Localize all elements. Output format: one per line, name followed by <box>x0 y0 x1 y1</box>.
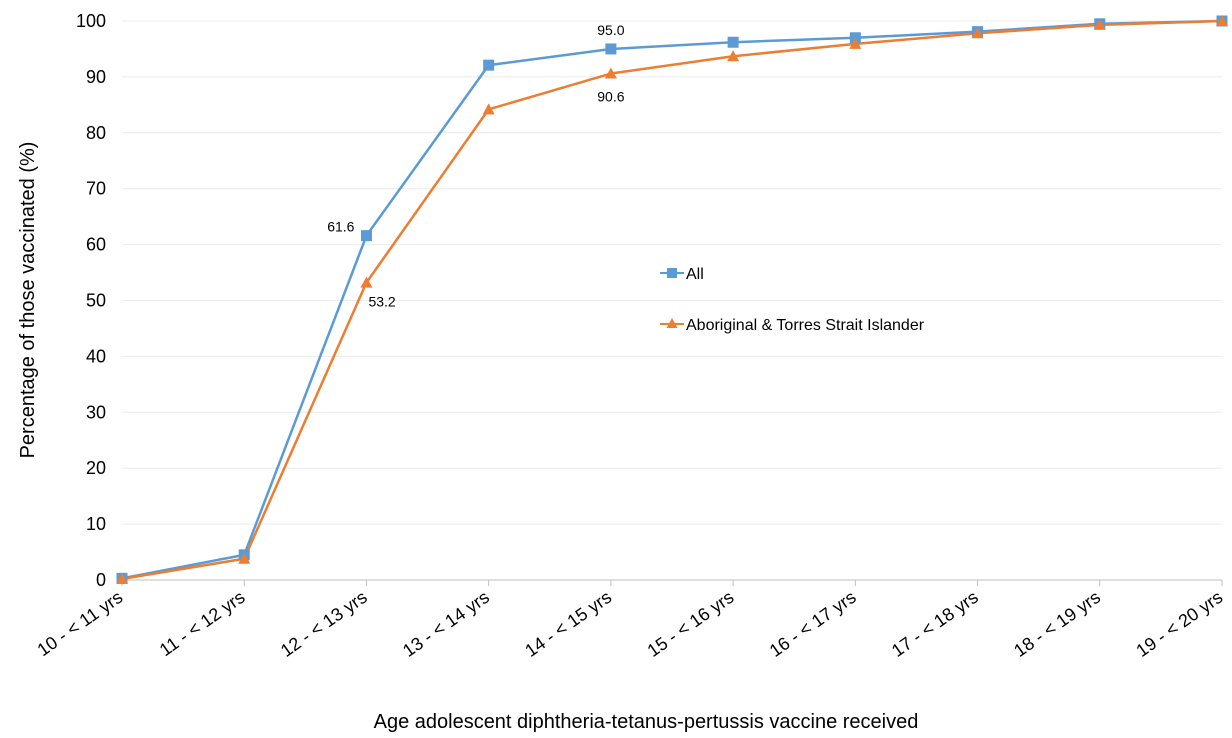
legend-label-all: All <box>686 266 704 283</box>
data-point-square <box>360 230 372 242</box>
y-tick-label: 70 <box>86 179 106 199</box>
y-tick-label: 10 <box>86 514 106 534</box>
data-point-triangle <box>1216 15 1228 26</box>
y-tick-label: 60 <box>86 235 106 255</box>
x-tick-label: 15 - < 16 yrs <box>644 587 738 661</box>
series-line-1 <box>121 19 1223 581</box>
legend-entry-all: All <box>660 266 704 283</box>
data-label: 95.0 <box>597 22 624 38</box>
gridlines <box>122 20 1222 525</box>
data-point-triangle <box>604 67 617 79</box>
x-tick-label: 13 - < 14 yrs <box>399 587 493 661</box>
x-tick-labels: 10 - < 11 yrs 11 - < 12 yrs 12 - < 13 yrs 1… <box>34 587 1227 661</box>
y-tick-label: 30 <box>86 402 106 422</box>
series-markers <box>116 15 1228 584</box>
y-tick-label: 80 <box>86 123 106 143</box>
legend: All Aboriginal & Torres Strait Islander <box>660 266 925 334</box>
x-tick-label: 12 - < 13 yrs <box>277 587 371 661</box>
data-label: 61.6 <box>327 219 354 235</box>
data-point-square <box>483 59 495 71</box>
y-tick-label: 20 <box>86 458 106 478</box>
x-tick-label: 16 - < 17 yrs <box>766 587 860 661</box>
data-point-triangle <box>727 50 740 62</box>
x-tick-label: 18 - < 19 yrs <box>1010 587 1104 661</box>
y-axis-title: Percentage of those vaccinated (%) <box>17 142 39 459</box>
data-point-square <box>849 32 861 44</box>
legend-marker-all <box>667 268 677 278</box>
data-point-triangle <box>238 552 251 564</box>
data-point-triangle <box>849 37 862 49</box>
series-lines <box>121 19 1223 581</box>
x-tick-label: 11 - < 12 yrs <box>156 587 249 660</box>
series-line-0 <box>121 19 1223 580</box>
x-tick-label: 19 - < 20 yrs <box>1132 587 1226 661</box>
axes <box>121 579 1223 586</box>
y-tick-label: 90 <box>86 67 106 87</box>
legend-marker-aboriginal <box>666 318 678 328</box>
legend-label-aboriginal: Aboriginal & Torres Strait Islander <box>686 317 925 334</box>
data-label: 53.2 <box>368 294 395 310</box>
data-labels: 61.6 95.0 53.2 90.6 <box>327 22 625 310</box>
y-tick-label: 40 <box>86 346 106 366</box>
data-point-square <box>605 43 617 55</box>
data-point-triangle <box>482 103 495 115</box>
x-tick-label: 14 - < 15 yrs <box>521 587 615 661</box>
data-point-triangle <box>360 276 373 288</box>
data-point-triangle <box>971 27 984 39</box>
data-point-triangle <box>1093 18 1106 30</box>
y-tick-label: 50 <box>86 291 106 311</box>
x-tick-label: 10 - < 11 yrs <box>34 587 127 660</box>
y-tick-labels: 0 10 20 30 40 50 60 70 80 90 100 <box>76 11 106 590</box>
data-point-square <box>727 36 739 48</box>
legend-entry-aboriginal: Aboriginal & Torres Strait Islander <box>660 317 925 334</box>
data-point-triangle <box>116 572 128 584</box>
x-axis-title: Age adolescent diphtheria-tetanus-pertus… <box>374 711 919 733</box>
data-label: 90.6 <box>597 89 624 105</box>
y-tick-label: 100 <box>76 11 106 31</box>
y-tick-label: 0 <box>96 570 106 590</box>
x-tick-label: 17 - < 18 yrs <box>888 587 982 661</box>
